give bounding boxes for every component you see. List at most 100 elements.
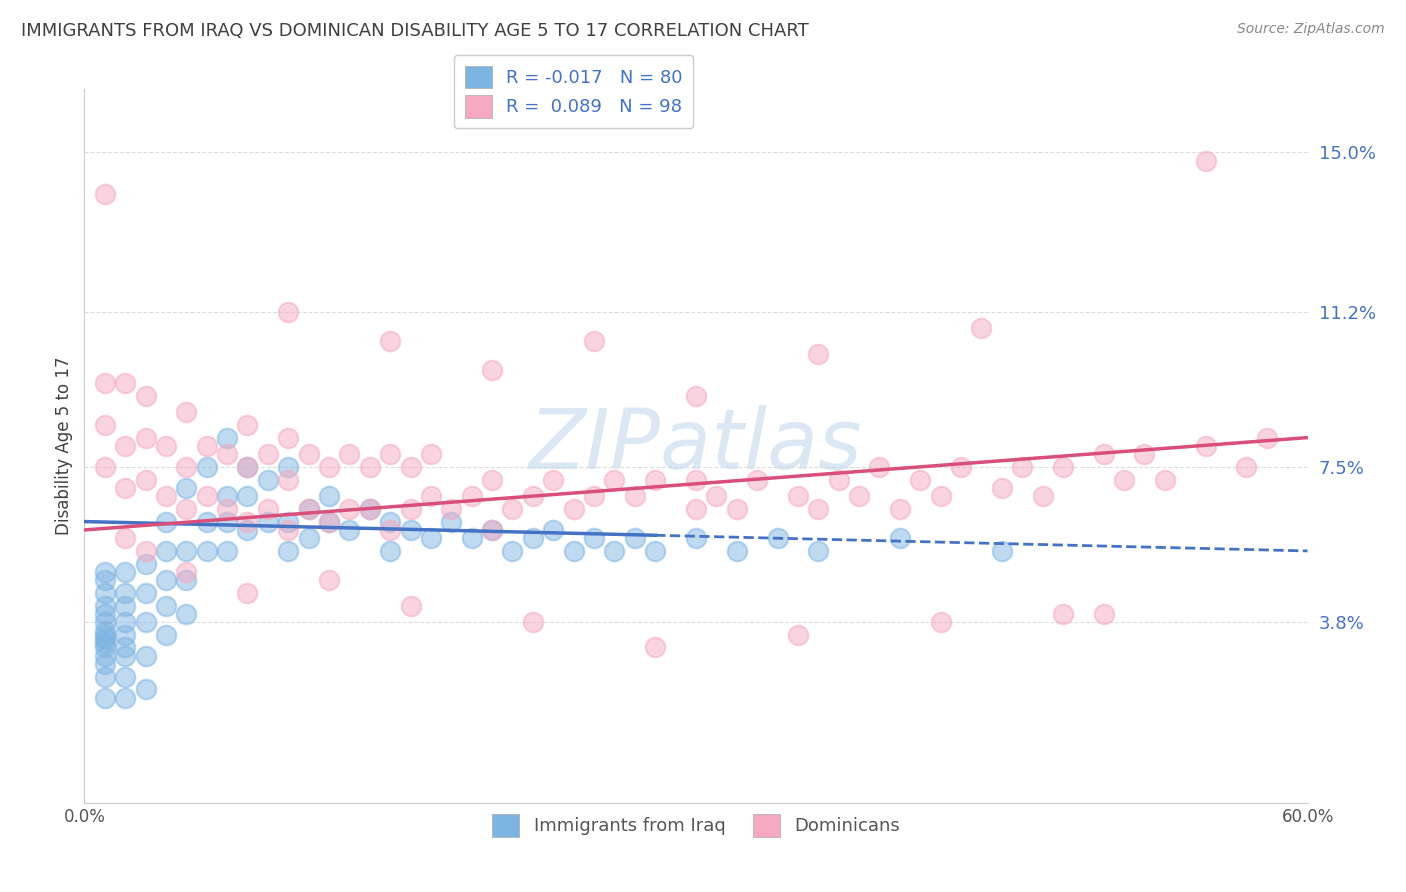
Point	[929, 615, 952, 630]
Point	[277, 304, 299, 318]
Point	[399, 460, 422, 475]
Point	[114, 565, 136, 579]
Point	[399, 599, 422, 613]
Point	[114, 640, 136, 655]
Point	[869, 460, 891, 475]
Point	[135, 648, 157, 663]
Point	[135, 431, 157, 445]
Point	[217, 515, 239, 529]
Text: Source: ZipAtlas.com: Source: ZipAtlas.com	[1237, 22, 1385, 37]
Point	[114, 599, 136, 613]
Point	[991, 481, 1014, 495]
Point	[135, 682, 157, 697]
Point	[93, 187, 115, 202]
Point	[277, 473, 299, 487]
Point	[114, 648, 136, 663]
Point	[93, 657, 115, 672]
Point	[991, 544, 1014, 558]
Point	[277, 515, 299, 529]
Point	[174, 607, 197, 621]
Point	[135, 389, 157, 403]
Point	[522, 615, 544, 630]
Point	[93, 636, 115, 650]
Point	[93, 624, 115, 638]
Point	[114, 586, 136, 600]
Point	[114, 615, 136, 630]
Point	[174, 460, 197, 475]
Point	[766, 532, 789, 546]
Point	[93, 417, 115, 432]
Point	[298, 502, 321, 516]
Point	[583, 489, 606, 503]
Point	[461, 532, 484, 546]
Point	[93, 648, 115, 663]
Point	[236, 460, 259, 475]
Point	[603, 544, 626, 558]
Point	[236, 586, 259, 600]
Point	[481, 523, 503, 537]
Point	[562, 544, 585, 558]
Point	[807, 544, 830, 558]
Point	[155, 628, 177, 642]
Point	[195, 439, 218, 453]
Point	[114, 628, 136, 642]
Point	[195, 515, 218, 529]
Point	[257, 515, 280, 529]
Point	[318, 515, 340, 529]
Point	[543, 473, 565, 487]
Point	[155, 515, 177, 529]
Point	[114, 376, 136, 390]
Point	[380, 447, 402, 461]
Legend: Immigrants from Iraq, Dominicans: Immigrants from Iraq, Dominicans	[485, 807, 907, 844]
Point	[399, 523, 422, 537]
Text: IMMIGRANTS FROM IRAQ VS DOMINICAN DISABILITY AGE 5 TO 17 CORRELATION CHART: IMMIGRANTS FROM IRAQ VS DOMINICAN DISABI…	[21, 22, 808, 40]
Point	[929, 489, 952, 503]
Point	[135, 557, 157, 571]
Point	[93, 628, 115, 642]
Point	[380, 515, 402, 529]
Point	[685, 389, 707, 403]
Point	[174, 574, 197, 588]
Point	[1092, 447, 1115, 461]
Point	[155, 599, 177, 613]
Point	[481, 473, 503, 487]
Point	[950, 460, 973, 475]
Point	[1256, 431, 1278, 445]
Point	[93, 690, 115, 705]
Point	[624, 489, 647, 503]
Point	[1195, 153, 1218, 168]
Point	[644, 544, 666, 558]
Point	[440, 502, 463, 516]
Point	[277, 544, 299, 558]
Point	[1154, 473, 1177, 487]
Point	[502, 502, 524, 516]
Point	[93, 615, 115, 630]
Point	[93, 565, 115, 579]
Point	[318, 574, 340, 588]
Point	[155, 574, 177, 588]
Point	[562, 502, 585, 516]
Point	[399, 502, 422, 516]
Point	[174, 405, 197, 419]
Point	[174, 544, 197, 558]
Point	[217, 544, 239, 558]
Point	[217, 489, 239, 503]
Point	[685, 502, 707, 516]
Point	[725, 502, 748, 516]
Point	[298, 502, 321, 516]
Point	[787, 628, 810, 642]
Point	[624, 532, 647, 546]
Point	[236, 417, 259, 432]
Point	[583, 532, 606, 546]
Point	[747, 473, 769, 487]
Point	[339, 502, 361, 516]
Point	[644, 473, 666, 487]
Point	[114, 670, 136, 684]
Text: ZIPatlas: ZIPatlas	[529, 406, 863, 486]
Point	[522, 532, 544, 546]
Point	[236, 460, 259, 475]
Point	[420, 489, 443, 503]
Point	[420, 532, 443, 546]
Point	[481, 523, 503, 537]
Point	[440, 515, 463, 529]
